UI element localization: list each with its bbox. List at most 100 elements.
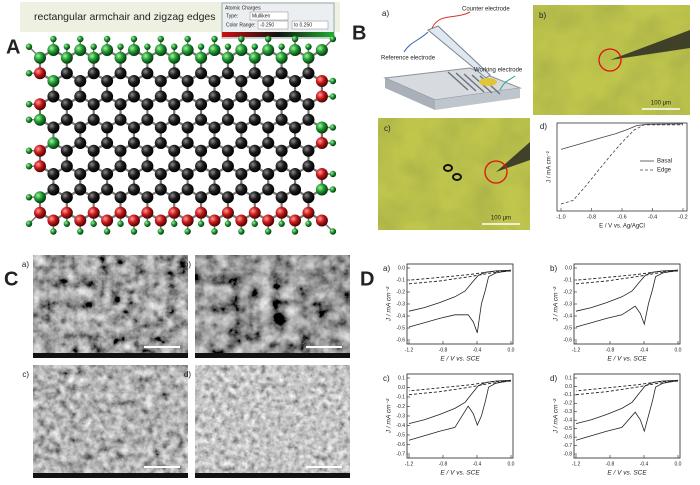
y-axis-label: J / mA cm⁻² [553, 398, 560, 434]
atom [87, 113, 100, 126]
atom [141, 206, 154, 219]
atom [154, 183, 167, 196]
atom [47, 75, 60, 87]
panel-title: rectangular armchair and zigzag edges [34, 11, 216, 23]
plot-frame [573, 373, 681, 459]
x-tick-label: -0.8 [439, 347, 448, 353]
x-tick-label: -1.2 [405, 347, 414, 353]
atom [235, 121, 248, 134]
y-tick-label: -0.4 [563, 313, 572, 319]
annotation: Counter electrode [462, 7, 510, 13]
atom [114, 160, 127, 173]
droplet [479, 78, 497, 86]
cv-curve-solid [575, 269, 679, 328]
atom [221, 144, 234, 157]
atom [289, 214, 302, 227]
ridge [455, 72, 477, 92]
atom [315, 90, 328, 103]
atom [181, 214, 194, 227]
y-tick-label: 0.1 [398, 375, 405, 381]
y-tick-label: -0.6 [563, 434, 572, 440]
annotation: Working electrode [474, 68, 523, 74]
hydrogen-atom [197, 220, 205, 227]
atom [289, 44, 302, 56]
cv-curve-dashed [575, 380, 679, 396]
sem-texture [33, 255, 188, 358]
legend-label: Edge [657, 168, 672, 174]
atom [101, 183, 114, 196]
y-tick-label: 0.1 [565, 375, 572, 381]
cv-curve-dashed [408, 270, 512, 285]
atom [181, 90, 194, 103]
atom [154, 121, 167, 134]
x-tick-label: -1.2 [572, 461, 581, 467]
x-tick-label: -0.6 [617, 214, 626, 220]
atom [74, 121, 87, 134]
atom [127, 121, 140, 134]
hydrogen-atom [329, 228, 337, 235]
atom [74, 44, 87, 56]
x-tick-label: -0.4 [640, 461, 649, 467]
hydrogen-atom [329, 139, 337, 147]
atom [34, 206, 46, 219]
atom [289, 168, 302, 180]
atom [168, 206, 181, 219]
sub-label: c) [384, 124, 391, 133]
atom [262, 75, 275, 87]
hydrogen-atom [171, 220, 178, 227]
y-tick-label: -0.3 [396, 413, 405, 419]
legend-label: Basal [657, 159, 672, 165]
sem-databar [33, 353, 188, 358]
atom [47, 121, 60, 134]
x-tick-label: -0.4 [473, 461, 482, 467]
atom [101, 214, 114, 227]
highlight-circle [598, 48, 622, 72]
atom [315, 121, 328, 134]
atom [302, 98, 315, 111]
atom [60, 144, 73, 157]
atom [127, 214, 140, 227]
atom [315, 214, 328, 227]
atom [114, 144, 127, 157]
hydrogen-atom [77, 228, 84, 235]
atom [127, 90, 140, 103]
atom [235, 75, 248, 87]
atom [275, 98, 288, 111]
atom [168, 191, 181, 204]
y-tick-label: -0.5 [396, 432, 405, 438]
atom [47, 137, 60, 149]
sub-label: a) [383, 264, 390, 273]
atoms [25, 35, 337, 235]
atom [195, 98, 208, 111]
atom [208, 90, 221, 103]
hydrogen-atom [25, 101, 33, 108]
hydrogen-atom [25, 194, 33, 201]
hydrogen-atom [117, 43, 124, 50]
sem-databar [33, 473, 188, 478]
hydrogen-atom [329, 35, 337, 43]
panel-label: B [352, 22, 366, 44]
atom [248, 67, 261, 80]
sub-label: c) [383, 374, 390, 383]
dialog-value: Mulliken [252, 13, 271, 19]
hydrogen-atom [329, 170, 337, 178]
atom [87, 51, 100, 64]
x-axis-label: E / V vs. SCE [440, 356, 480, 363]
atom [248, 160, 261, 173]
hydrogen-atom [144, 43, 151, 50]
x-axis-label: E / V vs. SCE [607, 470, 647, 477]
atom [181, 44, 194, 56]
atom [262, 168, 275, 180]
panel-label: A [6, 36, 20, 58]
ridge [463, 73, 485, 93]
atom [262, 121, 275, 134]
atom [275, 144, 288, 157]
x-axis-label: E / V vs. SCE [440, 470, 480, 477]
y-tick-label: -0.4 [563, 418, 572, 424]
sub-label: a) [22, 260, 29, 269]
panel-label: C [4, 268, 18, 290]
atom [275, 206, 288, 219]
sub-label: b) [550, 264, 557, 273]
y-tick-label: -0.1 [396, 277, 405, 283]
plot-frame [406, 373, 514, 459]
